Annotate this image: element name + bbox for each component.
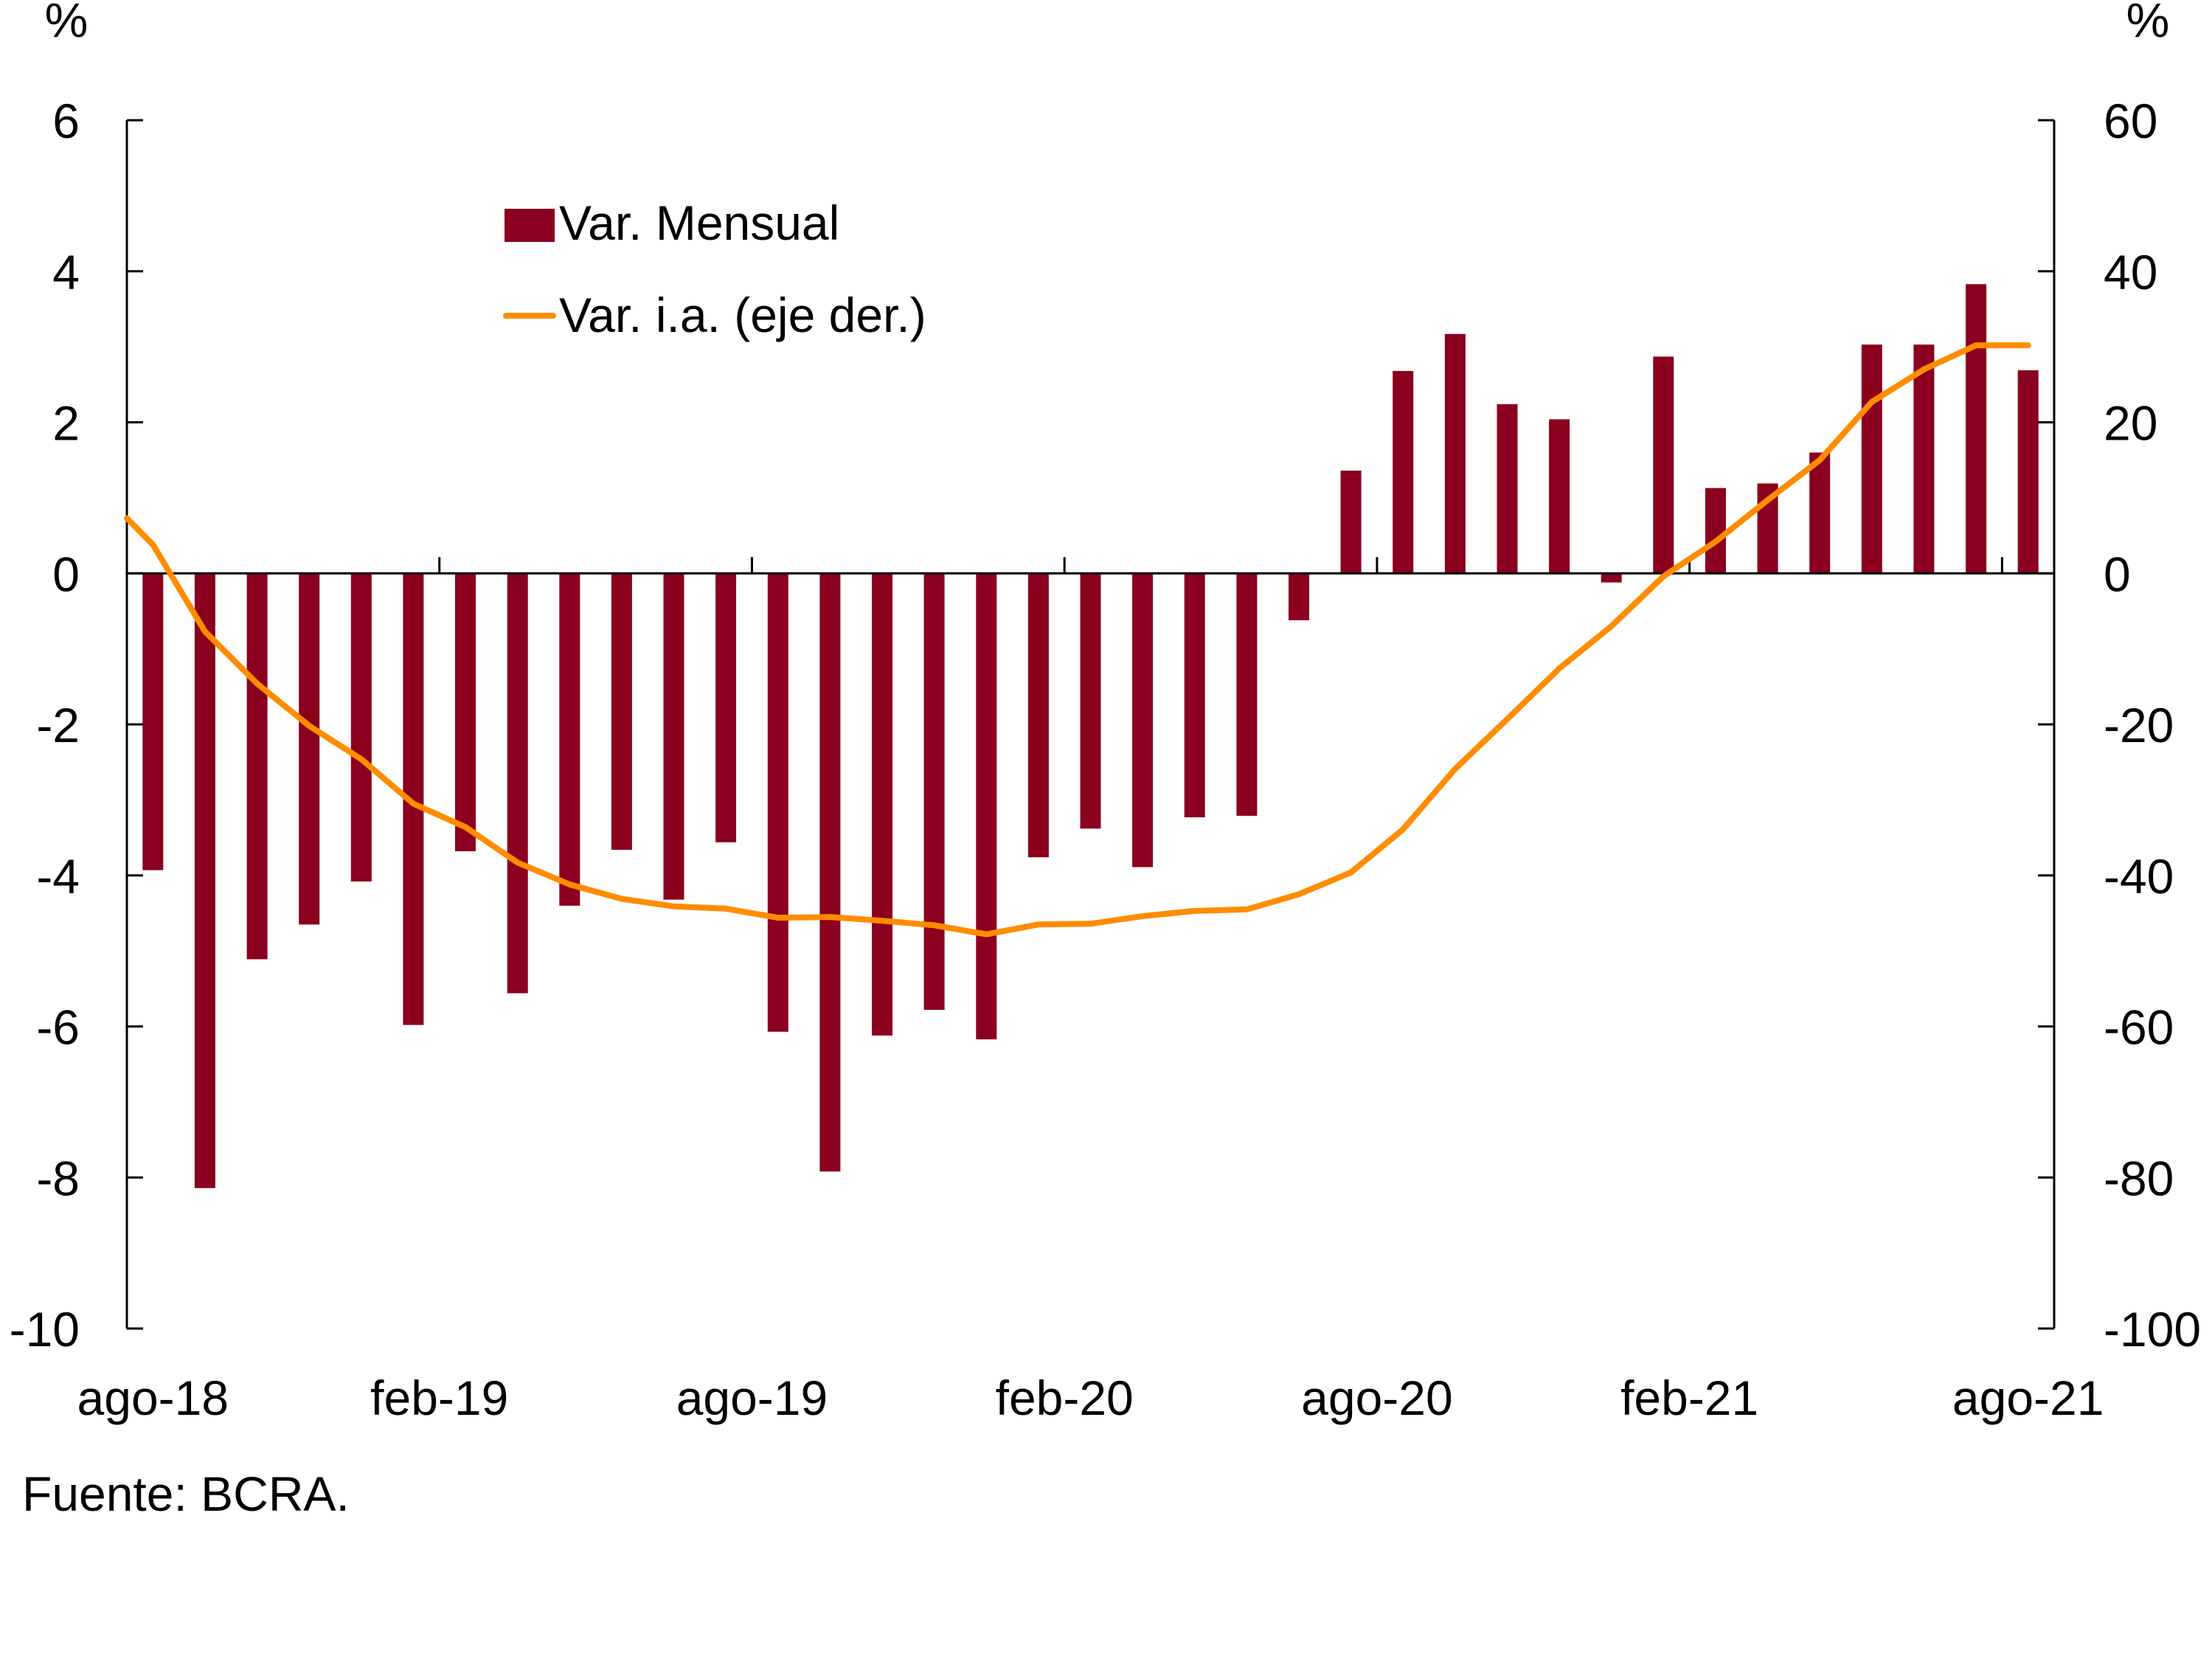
bar-may-21 [1861, 344, 1882, 574]
bar-may-20 [1236, 573, 1258, 816]
bar-sep-20 [1444, 333, 1466, 574]
bar-jun-19 [663, 573, 684, 900]
bar-jun-21 [1913, 344, 1935, 574]
bar-ago-21 [2017, 370, 2039, 574]
right-tick-label: -100 [2104, 1302, 2201, 1357]
left-tick-label: 4 [52, 245, 80, 299]
right-tick-label: -80 [2104, 1151, 2174, 1205]
bar-dic-20 [1601, 573, 1622, 583]
bar-ago-20 [1393, 370, 1414, 574]
labels-layer: 6420-2-4-6-8-106040200-20-40-60-80-100ag… [10, 94, 2202, 1425]
bar-oct-19 [872, 573, 892, 1036]
line-layer [124, 342, 2031, 938]
bar-dic-19 [976, 573, 997, 1039]
x-tick-label: feb-19 [370, 1371, 508, 1425]
x-tick-label: feb-20 [996, 1371, 1134, 1425]
bar-abr-20 [1184, 573, 1205, 817]
bar-ene-21 [1653, 356, 1674, 574]
bar-ago-18 [142, 573, 164, 870]
bar-nov-20 [1549, 419, 1570, 574]
left-tick-label: -2 [36, 698, 80, 752]
bar-feb-19 [455, 573, 476, 851]
axes-layer [125, 119, 2056, 1330]
legend-label-monthly: Var. Mensual [559, 195, 839, 250]
right-axis-unit-label: % [2126, 0, 2170, 47]
bar-dic-18 [350, 573, 372, 882]
x-tick-label: ago-21 [1952, 1371, 2104, 1425]
bar-nov-19 [923, 573, 945, 1010]
bar-jul-21 [1966, 284, 1987, 574]
source-note: Fuente: BCRA. [22, 1466, 350, 1521]
bar-abr-21 [1809, 452, 1831, 574]
right-tick-label: -40 [2104, 849, 2174, 904]
bar-ene-20 [1027, 573, 1049, 858]
right-tick-label: 40 [2104, 245, 2157, 299]
bar-nov-18 [299, 573, 320, 925]
bar-jul-19 [715, 573, 737, 842]
x-tick-label: ago-20 [1301, 1371, 1453, 1425]
left-tick-label: -4 [36, 849, 80, 904]
bar-jul-20 [1340, 471, 1362, 574]
right-tick-label: 0 [2104, 547, 2131, 601]
left-axis-unit-label: % [45, 0, 89, 47]
left-tick-label: -10 [10, 1302, 80, 1357]
right-tick-label: -60 [2104, 1000, 2174, 1055]
bar-oct-18 [246, 573, 268, 960]
left-tick-label: -8 [36, 1151, 80, 1205]
bar-feb-20 [1080, 573, 1101, 829]
line-series-yoy [124, 342, 2031, 938]
legend: Var. Mensual Var. i.a. (eje der.) [503, 195, 926, 342]
left-tick-label: 0 [52, 547, 80, 601]
bar-may-19 [611, 573, 632, 850]
bar-oct-20 [1497, 404, 1518, 574]
right-tick-label: 60 [2104, 94, 2157, 148]
left-tick-label: -6 [36, 1000, 80, 1055]
bar-ago-19 [767, 573, 788, 1032]
bar-abr-19 [559, 573, 580, 906]
left-tick-label: 6 [52, 94, 80, 148]
legend-swatch-bar [505, 209, 555, 242]
bars-layer [142, 284, 2039, 1188]
bar-mar-20 [1132, 573, 1154, 867]
bar-sep-18 [194, 573, 215, 1188]
x-tick-label: feb-21 [1620, 1371, 1758, 1425]
x-tick-label: ago-18 [77, 1371, 229, 1425]
left-tick-label: 2 [52, 396, 80, 451]
bar-jun-20 [1289, 573, 1309, 620]
right-tick-label: 20 [2104, 396, 2157, 451]
x-tick-label: ago-19 [676, 1371, 828, 1425]
bar-mar-19 [507, 573, 528, 994]
bar-feb-21 [1705, 488, 1726, 574]
legend-label-yoy: Var. i.a. (eje der.) [559, 288, 926, 342]
bar-sep-19 [819, 573, 841, 1172]
right-tick-label: -20 [2104, 698, 2174, 752]
